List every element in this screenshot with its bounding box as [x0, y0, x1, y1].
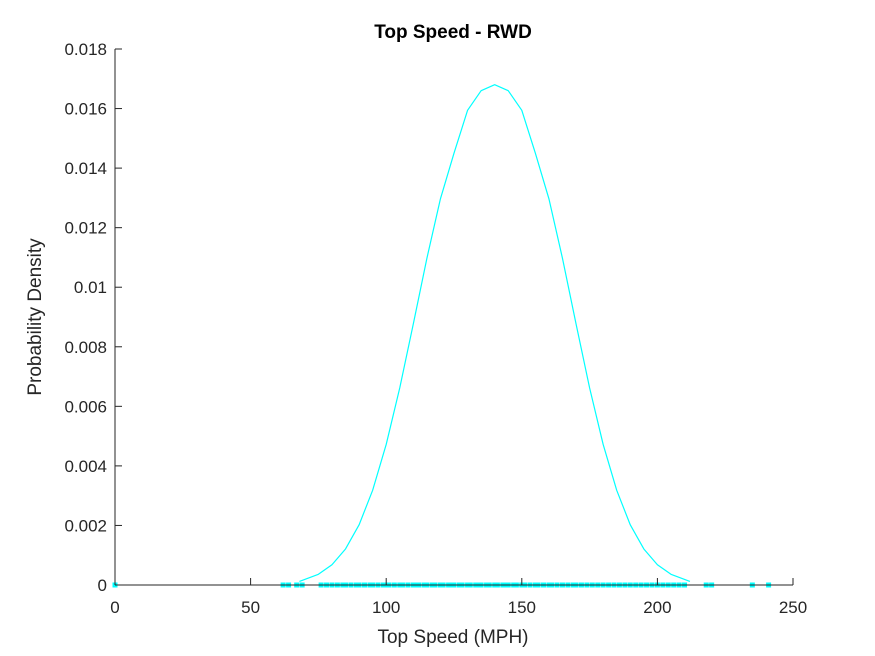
x-tick-label: 250 [779, 598, 807, 617]
y-axis-label: Probability Density [25, 238, 46, 396]
y-tick-label: 0.002 [64, 516, 107, 535]
y-tick-label: 0.004 [64, 457, 107, 476]
x-tick-label: 50 [241, 598, 260, 617]
x-axis-label: Top Speed (MPH) [377, 627, 528, 648]
y-tick-label: 0.018 [64, 40, 107, 59]
y-tick-label: 0 [98, 576, 107, 595]
x-tick-label: 0 [110, 598, 119, 617]
axes: 0 50 100 150 200 250 0 0.002 0.004 0.006 0.008 0.01… [64, 40, 807, 617]
y-tick-label: 0.01 [74, 278, 107, 297]
y-tick-label: 0.006 [64, 397, 107, 416]
x-tick-label: 150 [508, 598, 536, 617]
y-tick-label: 0.014 [64, 159, 107, 178]
y-tick-label: 0.016 [64, 100, 107, 119]
density-curve-line [299, 84, 691, 582]
chart-title: Top Speed - RWD [374, 22, 532, 43]
x-tick-label: 100 [372, 598, 400, 617]
y-tick-label: 0.008 [64, 338, 107, 357]
y-tick-label: 0.012 [64, 219, 107, 238]
x-tick-label: 200 [643, 598, 671, 617]
